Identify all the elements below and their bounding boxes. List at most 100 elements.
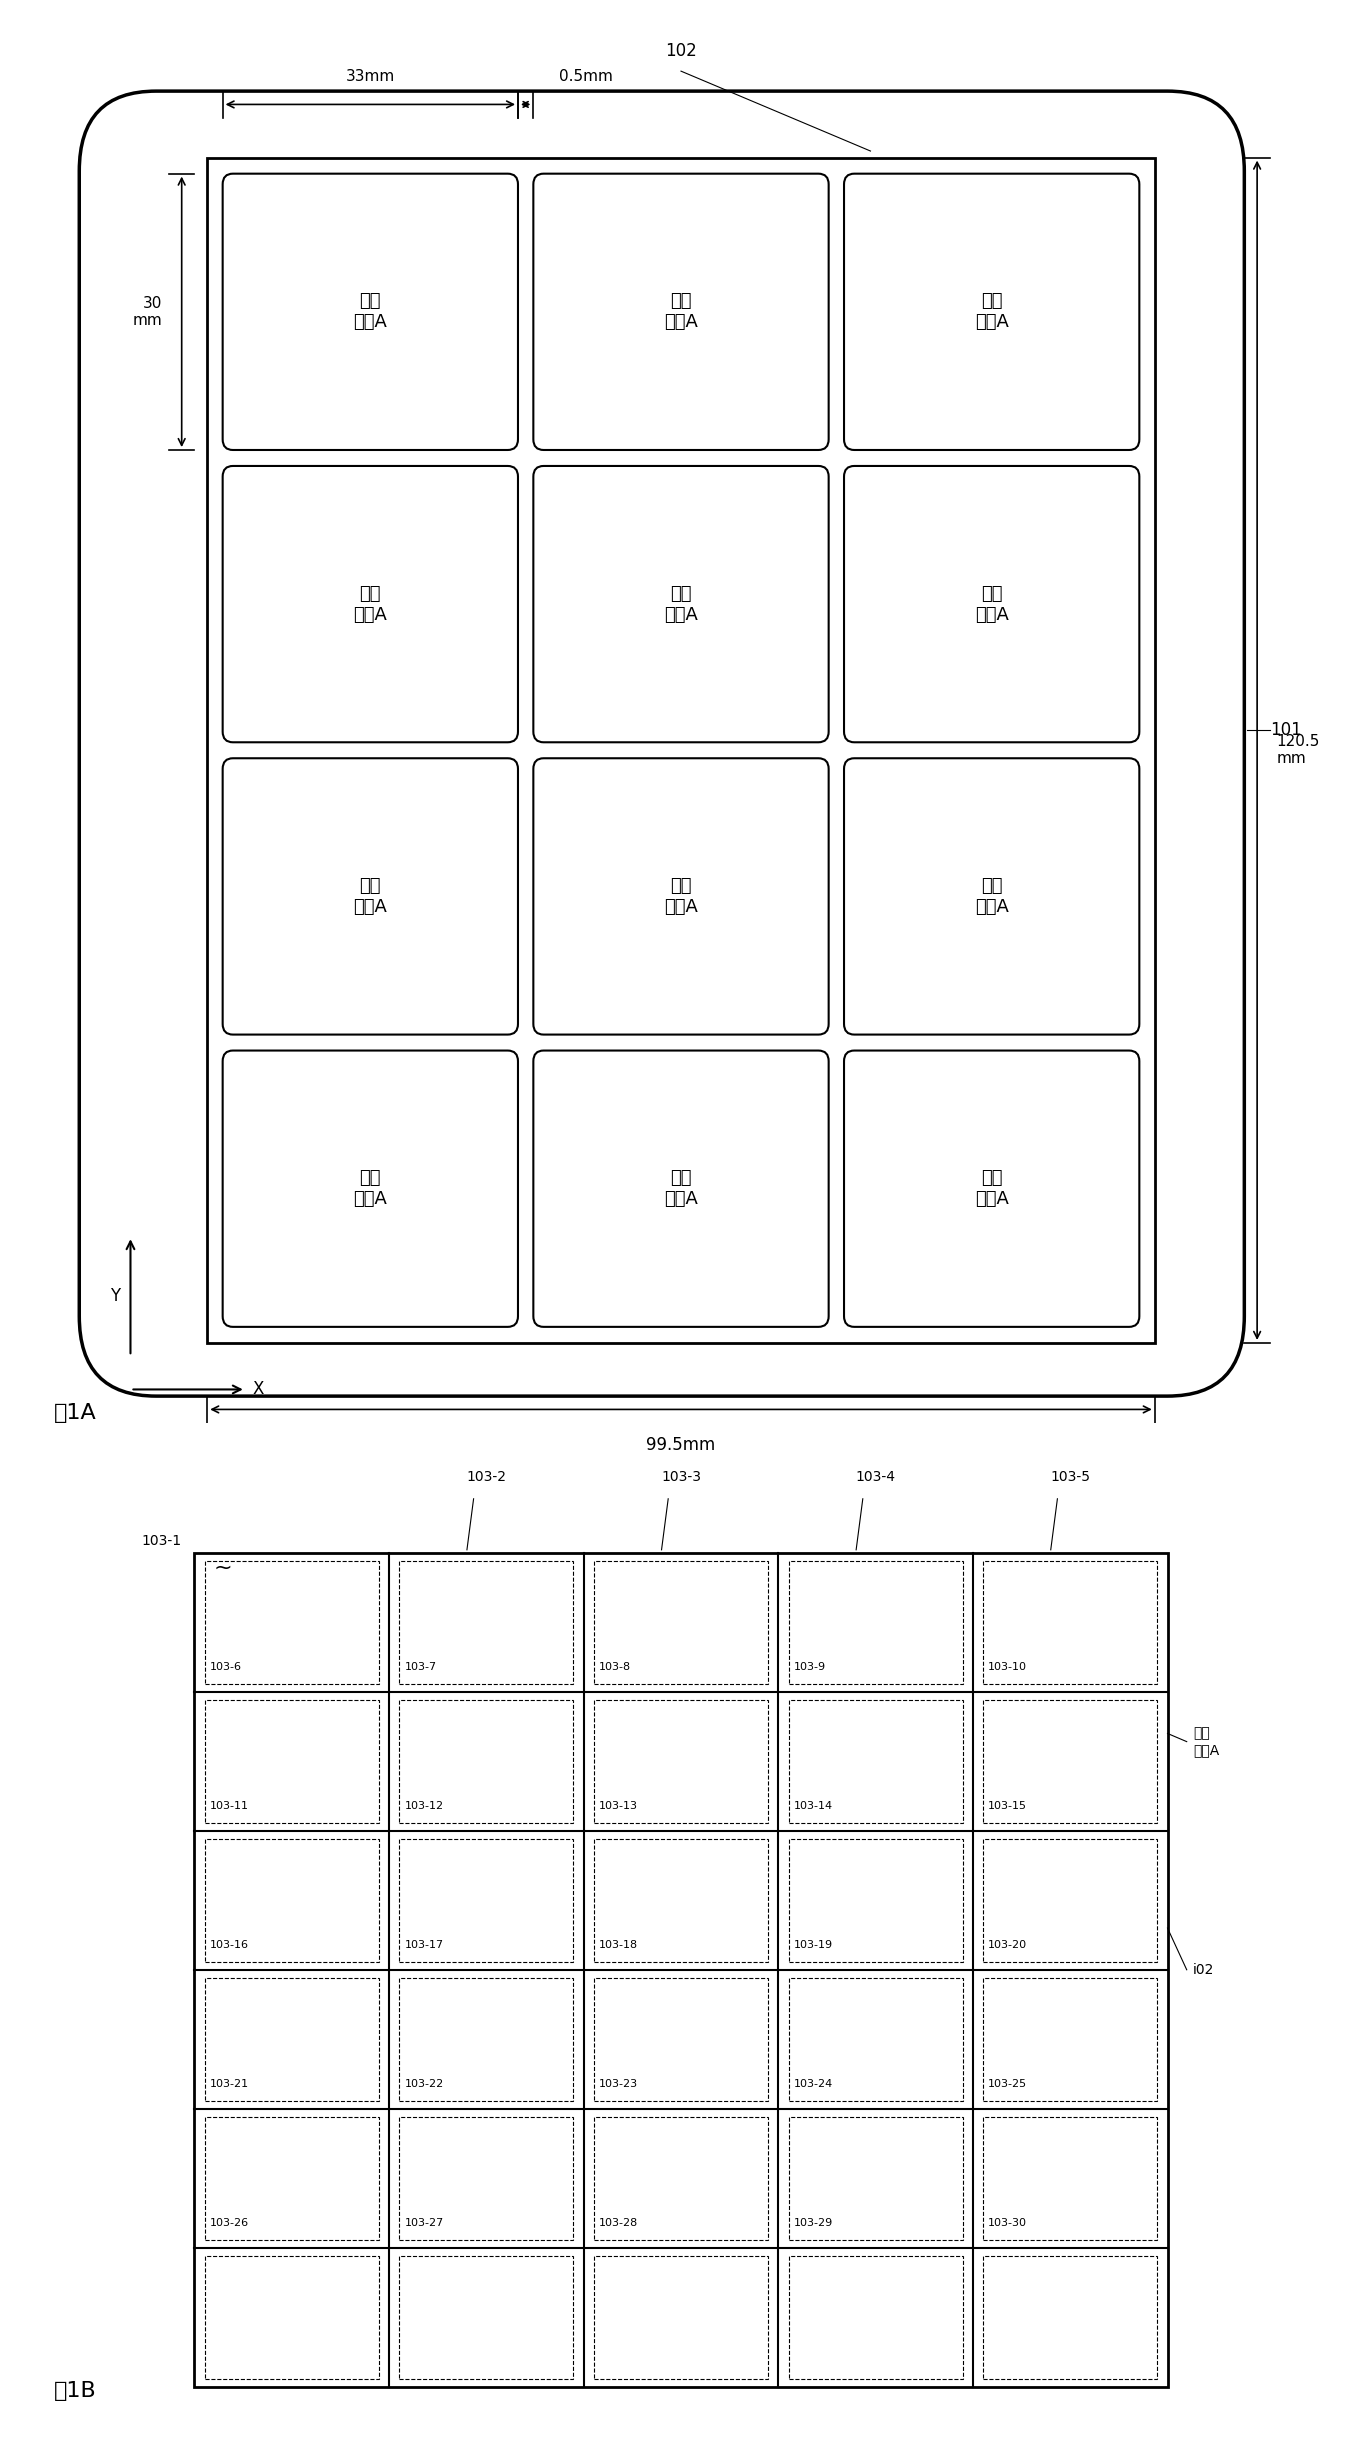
Text: 103-30: 103-30 bbox=[989, 2218, 1027, 2227]
Bar bbox=[594, 2257, 768, 2379]
Text: 103-20: 103-20 bbox=[989, 1940, 1027, 1950]
Bar bbox=[789, 1560, 963, 1683]
Bar bbox=[983, 2257, 1158, 2379]
Text: 103-6: 103-6 bbox=[210, 1663, 242, 1673]
Bar bbox=[789, 2257, 963, 2379]
Bar bbox=[983, 1700, 1158, 1823]
FancyBboxPatch shape bbox=[534, 174, 828, 449]
Bar bbox=[983, 1977, 1158, 2100]
Text: 33mm: 33mm bbox=[346, 69, 395, 83]
Bar bbox=[594, 2117, 768, 2240]
Text: 功能
元件A: 功能 元件A bbox=[975, 292, 1009, 331]
FancyBboxPatch shape bbox=[844, 758, 1140, 1035]
Text: 功能
元件A: 功能 元件A bbox=[665, 292, 697, 331]
Bar bbox=[789, 1977, 963, 2100]
Bar bbox=[983, 1840, 1158, 1962]
Bar bbox=[789, 1840, 963, 1962]
Bar bbox=[204, 1700, 379, 1823]
Text: 103-10: 103-10 bbox=[989, 1663, 1027, 1673]
Text: 功能
元件A: 功能 元件A bbox=[353, 1170, 387, 1209]
FancyBboxPatch shape bbox=[222, 466, 518, 743]
FancyBboxPatch shape bbox=[534, 1050, 828, 1327]
Text: 101: 101 bbox=[1269, 721, 1302, 738]
Text: 功能
元件A: 功能 元件A bbox=[353, 584, 387, 623]
Bar bbox=[594, 1977, 768, 2100]
Text: 103-4: 103-4 bbox=[855, 1469, 896, 1484]
Bar bbox=[594, 1840, 768, 1962]
Text: 99.5mm: 99.5mm bbox=[647, 1435, 715, 1455]
Text: 120.5
mm: 120.5 mm bbox=[1276, 733, 1320, 765]
Text: 图1B: 图1B bbox=[53, 2382, 97, 2401]
FancyBboxPatch shape bbox=[534, 758, 828, 1035]
Text: Y: Y bbox=[110, 1288, 120, 1305]
Bar bbox=[789, 2117, 963, 2240]
Text: 功能
元件A: 功能 元件A bbox=[975, 584, 1009, 623]
Text: 功能
元件A: 功能 元件A bbox=[353, 878, 387, 915]
Text: 103-16: 103-16 bbox=[210, 1940, 249, 1950]
Text: 功能
元件A: 功能 元件A bbox=[975, 1170, 1009, 1209]
Text: 103-29: 103-29 bbox=[794, 2218, 834, 2227]
FancyBboxPatch shape bbox=[844, 466, 1140, 743]
Text: 30
mm: 30 mm bbox=[132, 297, 162, 329]
Bar bbox=[399, 2257, 573, 2379]
Text: 0.5mm: 0.5mm bbox=[558, 69, 613, 83]
Text: 102: 102 bbox=[665, 42, 697, 61]
FancyBboxPatch shape bbox=[222, 1050, 518, 1327]
Bar bbox=[204, 2257, 379, 2379]
Text: 103-8: 103-8 bbox=[599, 1663, 631, 1673]
Text: 103-2: 103-2 bbox=[466, 1469, 507, 1484]
Text: 103-23: 103-23 bbox=[599, 2080, 639, 2090]
Text: 功能
元件A: 功能 元件A bbox=[665, 878, 697, 915]
Text: 103-28: 103-28 bbox=[599, 2218, 639, 2227]
Bar bbox=[399, 1560, 573, 1683]
Text: 图1A: 图1A bbox=[53, 1403, 97, 1423]
Bar bbox=[789, 1700, 963, 1823]
Bar bbox=[399, 2117, 573, 2240]
Text: 103-19: 103-19 bbox=[794, 1940, 832, 1950]
Text: 103-22: 103-22 bbox=[405, 2080, 444, 2090]
Bar bbox=[204, 2117, 379, 2240]
Text: 103-27: 103-27 bbox=[405, 2218, 444, 2227]
Bar bbox=[195, 1553, 1167, 2387]
Bar bbox=[204, 1977, 379, 2100]
FancyBboxPatch shape bbox=[844, 1050, 1140, 1327]
Bar bbox=[399, 1977, 573, 2100]
Bar bbox=[594, 1700, 768, 1823]
Text: 103-12: 103-12 bbox=[405, 1801, 444, 1810]
Text: 103-11: 103-11 bbox=[210, 1801, 249, 1810]
Bar bbox=[204, 1840, 379, 1962]
FancyBboxPatch shape bbox=[534, 466, 828, 743]
FancyBboxPatch shape bbox=[222, 174, 518, 449]
Text: 103-15: 103-15 bbox=[989, 1801, 1027, 1810]
Bar bbox=[594, 1560, 768, 1683]
Text: 功能
元件A: 功能 元件A bbox=[665, 1170, 697, 1209]
Bar bbox=[983, 1560, 1158, 1683]
Text: 功能
元件A: 功能 元件A bbox=[665, 584, 697, 623]
Text: 103-18: 103-18 bbox=[599, 1940, 639, 1950]
Text: 103-25: 103-25 bbox=[989, 2080, 1027, 2090]
Text: 103-1: 103-1 bbox=[142, 1533, 181, 1548]
Bar bbox=[399, 1700, 573, 1823]
Text: 103-13: 103-13 bbox=[599, 1801, 637, 1810]
FancyBboxPatch shape bbox=[222, 758, 518, 1035]
Text: 103-3: 103-3 bbox=[661, 1469, 701, 1484]
Text: 103-7: 103-7 bbox=[405, 1663, 437, 1673]
Text: 103-5: 103-5 bbox=[1050, 1469, 1090, 1484]
Bar bbox=[207, 157, 1155, 1342]
Text: 103-24: 103-24 bbox=[794, 2080, 834, 2090]
Bar bbox=[204, 1560, 379, 1683]
Text: i02: i02 bbox=[1193, 1962, 1215, 1977]
Text: 功能
元件A: 功能 元件A bbox=[975, 878, 1009, 915]
Text: 103-26: 103-26 bbox=[210, 2218, 249, 2227]
Text: 103-14: 103-14 bbox=[794, 1801, 832, 1810]
Text: 103-9: 103-9 bbox=[794, 1663, 825, 1673]
Text: 功能
元件A: 功能 元件A bbox=[353, 292, 387, 331]
Text: 103-17: 103-17 bbox=[405, 1940, 444, 1950]
Bar bbox=[399, 1840, 573, 1962]
Text: ~: ~ bbox=[214, 1558, 233, 1577]
FancyBboxPatch shape bbox=[844, 174, 1140, 449]
Text: 103-21: 103-21 bbox=[210, 2080, 249, 2090]
Text: X: X bbox=[252, 1381, 263, 1398]
Text: 功能
元件A: 功能 元件A bbox=[1193, 1727, 1219, 1756]
FancyBboxPatch shape bbox=[79, 91, 1245, 1396]
